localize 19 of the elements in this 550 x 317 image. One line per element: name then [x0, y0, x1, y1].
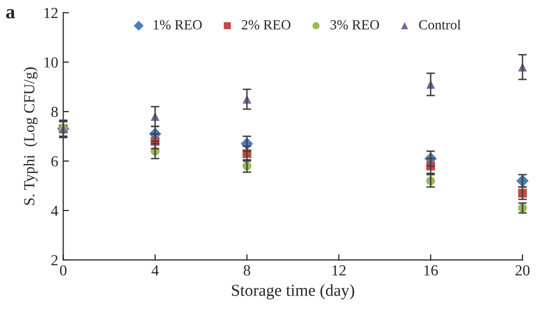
y-tick-label: 6 [51, 156, 58, 166]
x-tick-label: 8 [244, 265, 250, 276]
legend-label: 3% REO [330, 20, 380, 30]
legend-label: Control [419, 20, 461, 30]
x-tick-label: 16 [424, 265, 438, 276]
x-tick-label: 20 [516, 265, 530, 276]
legend-label: 1% REO [154, 20, 202, 30]
x-axis-title: Storage time (day) [232, 284, 354, 300]
legend-label: 2% REO [242, 20, 290, 30]
text: a [6, 9, 15, 18]
y-tick-label: 8 [51, 106, 58, 118]
y-tick-label: 10 [44, 57, 58, 68]
x-tick-label: 12 [332, 265, 346, 276]
y-tick-label: 2 [51, 255, 58, 266]
x-tick-label: 0 [60, 265, 66, 276]
x-tick-label: 4 [152, 265, 159, 276]
y-axis-title: S. Typhi (Log CFU/g) [24, 67, 38, 205]
y-tick-label: 4 [51, 206, 58, 216]
y-tick-label: 12 [44, 8, 58, 18]
